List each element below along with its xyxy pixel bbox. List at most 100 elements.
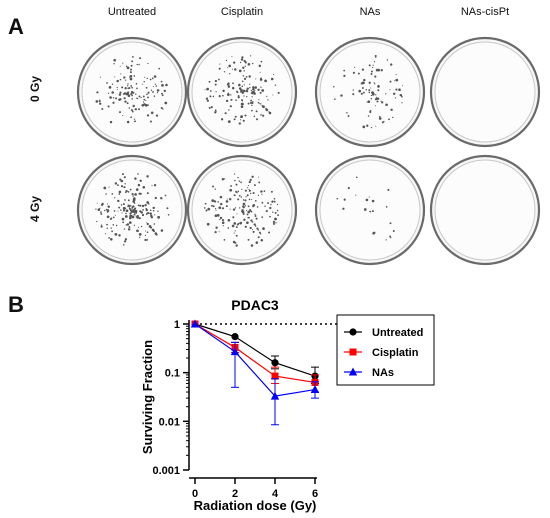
colony (129, 208, 132, 211)
colony (354, 66, 356, 68)
colony (378, 117, 382, 120)
colony (112, 224, 115, 226)
colony (211, 199, 215, 202)
colony (162, 108, 164, 110)
colony (96, 202, 98, 204)
colony (246, 87, 249, 90)
colony (114, 182, 118, 185)
colony (133, 213, 135, 216)
colony (375, 56, 377, 59)
colony (104, 233, 107, 235)
colony (114, 76, 116, 78)
colony (136, 214, 139, 218)
colony (212, 205, 215, 208)
colony (254, 90, 256, 92)
colony (100, 203, 104, 206)
colony (380, 100, 382, 102)
colony (257, 194, 260, 197)
colony (140, 211, 143, 214)
colony (380, 69, 383, 72)
colony (106, 203, 109, 205)
colony (100, 213, 103, 215)
colony (249, 226, 252, 230)
colony (118, 93, 122, 96)
colony (95, 208, 97, 210)
colony (133, 105, 135, 108)
colony (215, 226, 218, 229)
colony (251, 175, 254, 178)
colony (264, 205, 266, 207)
colony (369, 109, 372, 112)
colony (106, 82, 108, 84)
colony (394, 97, 397, 99)
colony (336, 197, 339, 200)
colony (381, 101, 384, 104)
colony (245, 89, 249, 93)
colony (141, 204, 145, 208)
colony (114, 233, 118, 236)
colony (234, 179, 236, 182)
colony (269, 215, 271, 218)
colony (223, 178, 226, 180)
colony (390, 237, 392, 239)
colony (235, 226, 238, 229)
colony (103, 186, 107, 190)
colony (249, 101, 253, 104)
colony (136, 63, 138, 66)
x-tick-label: 2 (232, 488, 238, 500)
colony (370, 73, 373, 75)
colony (111, 230, 113, 233)
colony (251, 93, 254, 95)
colony (253, 184, 256, 187)
colony (243, 218, 246, 221)
panel-a-letter: A (8, 14, 24, 39)
colony (111, 91, 114, 94)
colony (224, 112, 227, 115)
colony (129, 76, 131, 78)
colony (139, 236, 141, 238)
colony (259, 103, 261, 105)
colony (277, 214, 279, 217)
colony (219, 218, 221, 221)
colony (385, 93, 387, 95)
colony (259, 78, 263, 81)
colony (261, 193, 263, 195)
colony (108, 186, 110, 188)
colony (242, 212, 245, 215)
colony (216, 214, 220, 217)
colony (127, 191, 130, 193)
colony (360, 92, 363, 95)
legend-item: NAs (344, 367, 394, 379)
y-tick-label: 0.001 (152, 465, 180, 477)
colony (142, 185, 146, 189)
colony (128, 107, 131, 109)
colony (124, 191, 127, 194)
colony (277, 91, 280, 94)
colony (137, 183, 141, 187)
colony (96, 91, 99, 94)
petri-dish (314, 154, 426, 266)
colony (385, 103, 388, 107)
colony (258, 181, 261, 184)
colony (246, 209, 248, 212)
colony (238, 180, 241, 182)
colony (106, 215, 110, 219)
colony (104, 209, 106, 212)
colony (118, 80, 120, 82)
colony (140, 225, 143, 228)
dish-inner (319, 159, 421, 261)
colony (117, 199, 120, 203)
colony (232, 208, 236, 211)
colony (123, 97, 126, 100)
colony (123, 244, 125, 246)
colony (237, 190, 240, 193)
colony (138, 63, 140, 66)
colony (240, 115, 243, 118)
colony (124, 87, 127, 90)
colony (206, 87, 209, 91)
colony (228, 109, 230, 111)
colony (109, 96, 112, 99)
colony (138, 217, 141, 220)
colony (352, 89, 354, 91)
colony (275, 218, 277, 221)
